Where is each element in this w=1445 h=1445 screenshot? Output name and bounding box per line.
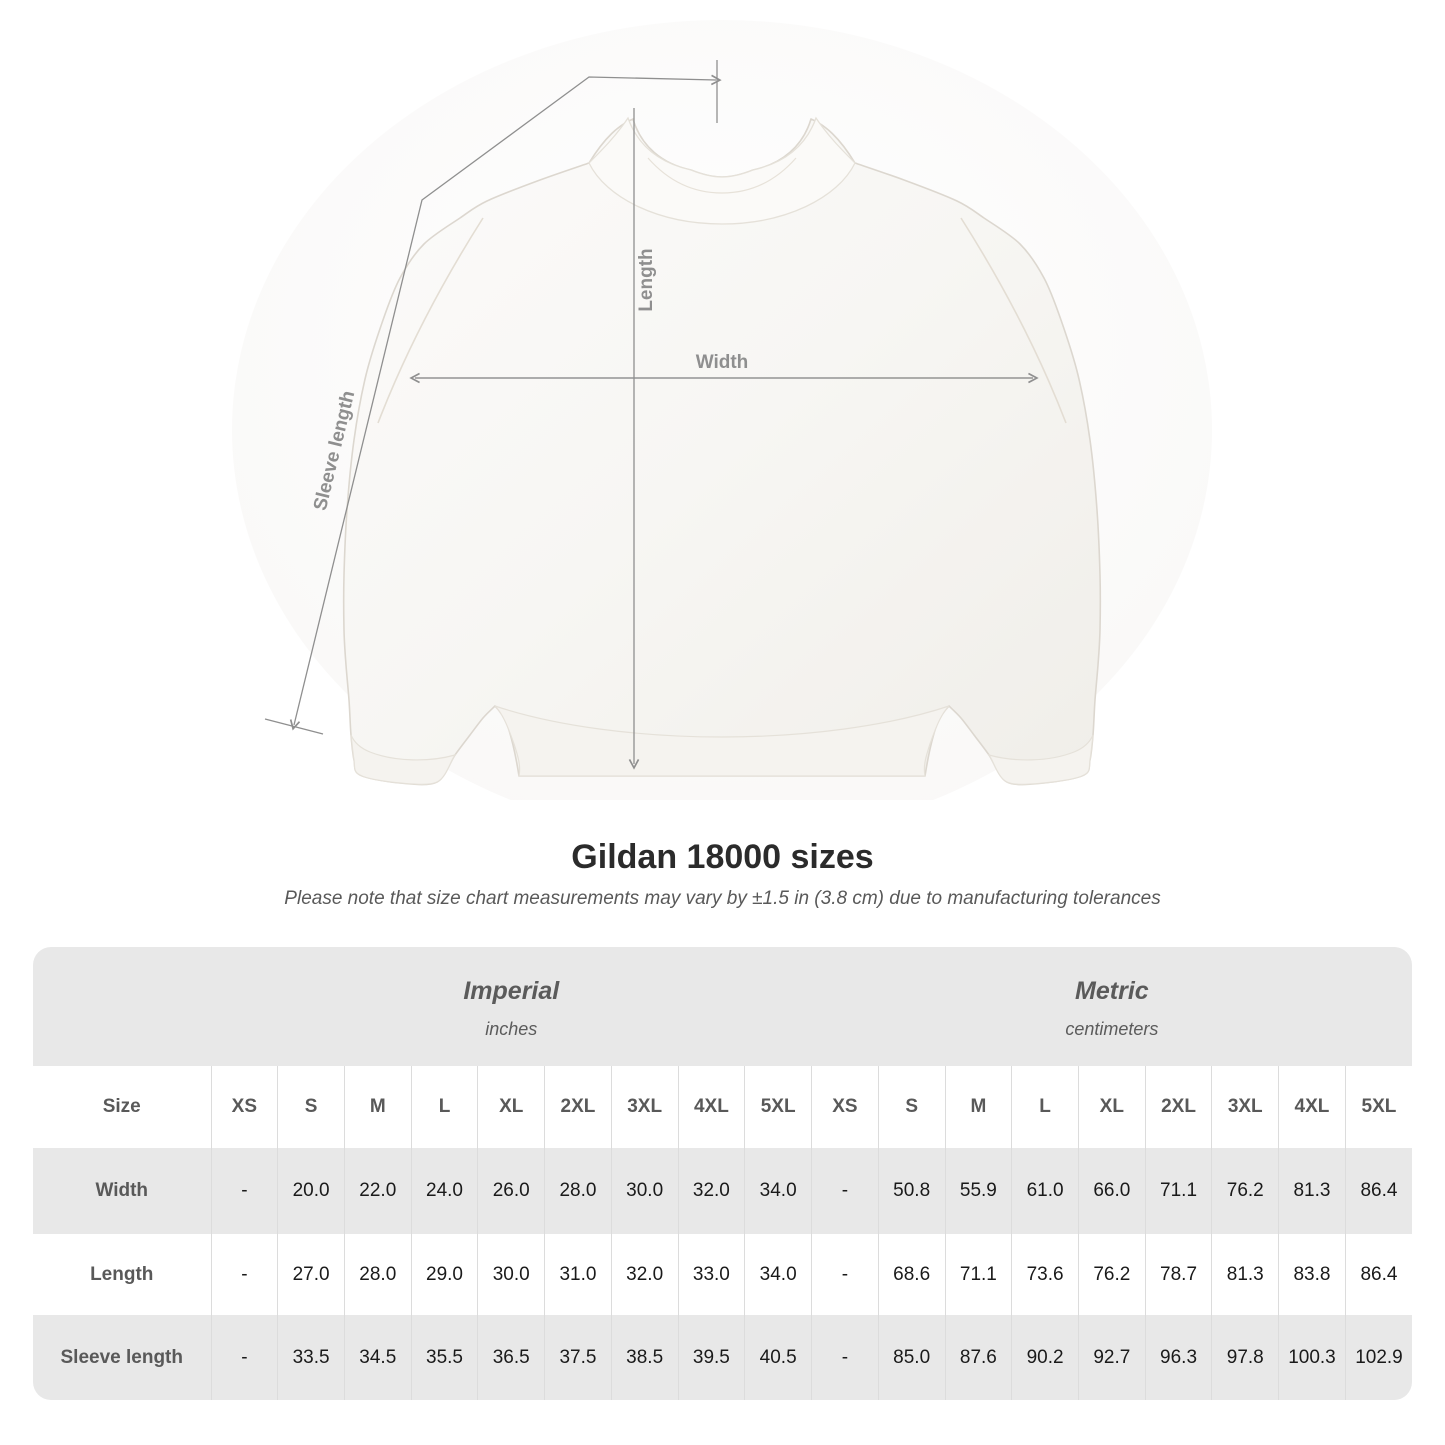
svg-text:Width: Width <box>696 352 749 373</box>
svg-text:Length: Length <box>636 248 657 311</box>
